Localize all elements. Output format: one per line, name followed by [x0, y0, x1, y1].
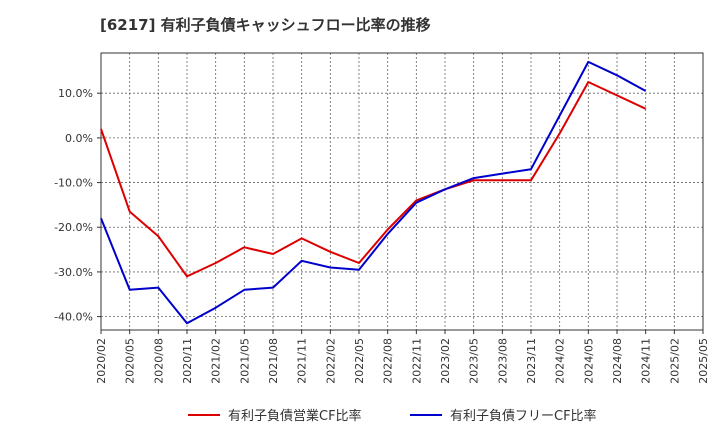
series-layer [100, 60, 647, 325]
x-tick-label: 2023/11 [525, 338, 538, 384]
x-tick-label: 2020/05 [124, 338, 137, 384]
x-tick-label: 2021/02 [210, 338, 223, 384]
x-tick-label: 2025/05 [697, 338, 710, 384]
x-tick-label: 2020/02 [95, 338, 108, 384]
chart-title: [6217] 有利子負債キャッシュフロー比率の推移 [100, 16, 431, 34]
x-tick-label: 2022/08 [382, 338, 395, 384]
y-axis: -40.0% -30.0% -20.0% -10.0% 0.0% 10.0% [54, 87, 101, 324]
x-tick-label: 2022/02 [324, 338, 337, 384]
y-tick-label: -20.0% [54, 221, 93, 234]
y-tick-label: -30.0% [54, 266, 93, 279]
x-tick-label: 2022/11 [410, 338, 423, 384]
x-tick-label: 2025/02 [668, 338, 681, 384]
x-tick-label: 2024/11 [640, 338, 653, 384]
y-tick-label: -40.0% [54, 311, 93, 324]
x-tick-label: 2021/11 [296, 338, 309, 384]
x-tick-label: 2022/05 [353, 338, 366, 384]
plot-frame [100, 52, 704, 331]
x-tick-label: 2020/08 [152, 338, 165, 384]
y-tick-label: 0.0% [65, 132, 93, 145]
x-tick-label: 2020/11 [181, 338, 194, 384]
x-tick-label: 2024/05 [582, 338, 595, 384]
x-tick-label: 2024/02 [554, 338, 567, 384]
legend: 有利子負債営業CF比率 有利子負債フリーCF比率 [188, 408, 597, 424]
y-tick-label: 10.0% [58, 87, 93, 100]
series-line-2 [100, 60, 647, 325]
series-line-1 [100, 81, 647, 278]
x-tick-label: 2023/02 [439, 338, 452, 384]
grid-layer [101, 53, 703, 330]
legend-label-2: 有利子負債フリーCF比率 [450, 408, 597, 424]
x-tick-label: 2021/05 [238, 338, 251, 384]
x-axis: 2020/02 2020/05 2020/08 2020/11 2021/02 2021/… [95, 330, 710, 384]
legend-label-1: 有利子負債営業CF比率 [228, 408, 362, 424]
x-tick-label: 2024/08 [611, 338, 624, 384]
x-tick-label: 2023/05 [468, 338, 481, 384]
x-tick-label: 2023/08 [496, 338, 509, 384]
x-tick-label: 2021/08 [267, 338, 280, 384]
y-tick-label: -10.0% [54, 177, 93, 190]
